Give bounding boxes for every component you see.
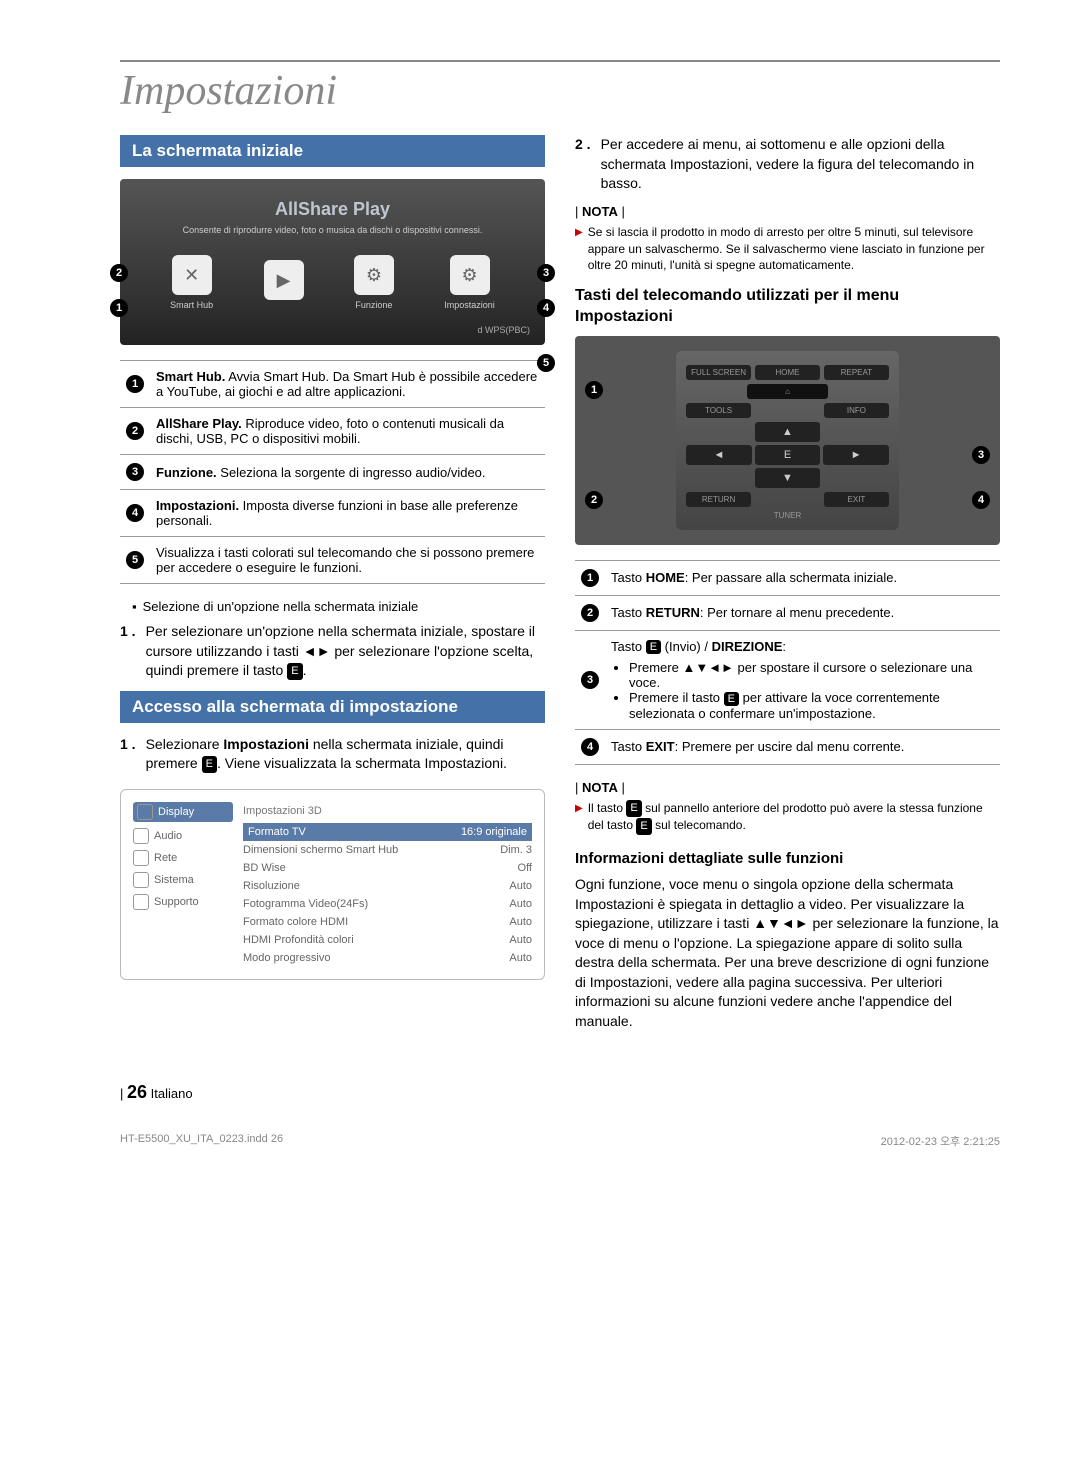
btn-home: HOME: [755, 365, 820, 380]
page-footer: | 26 Italiano: [120, 1082, 1000, 1103]
step-1-left: 1 . Per selezionare un'opzione nella sch…: [120, 622, 545, 681]
allshare-subtitle: Consente di riprodurre video, foto o mus…: [135, 225, 530, 235]
enter-icon-4: E: [724, 692, 739, 706]
nota-label-1: NOTA: [575, 204, 1000, 219]
left-column: La schermata iniziale AllShare Play Cons…: [120, 135, 545, 1032]
callout-4: 4: [537, 299, 555, 317]
row-badge-1: 1: [126, 375, 144, 393]
btn-fullscreen: FULL SCREEN: [686, 365, 751, 380]
row-text-2: AllShare Play. Riproduce video, foto o c…: [150, 408, 545, 455]
remote-table: 1 Tasto HOME: Per passare alla schermata…: [575, 560, 1000, 765]
btn-exit: EXIT: [824, 492, 889, 507]
row-text-1: Smart Hub. Avvia Smart Hub. Da Smart Hub…: [150, 361, 545, 408]
side-supporto: Supporto: [133, 894, 233, 910]
section-header-2: Accesso alla schermata di impostazione: [120, 691, 545, 723]
info-heading: Informazioni dettagliate sulle funzioni: [575, 850, 1000, 867]
step-2-right: 2 . Per accedere ai menu, ai sottomenu e…: [575, 135, 1000, 194]
dpad-right: ►: [823, 445, 889, 465]
wps-label: d WPS(PBC): [135, 325, 530, 335]
remote-callout-2: 2: [585, 491, 603, 509]
right-column: 2 . Per accedere ai menu, ai sottomenu e…: [575, 135, 1000, 1032]
enter-icon: E: [287, 663, 302, 680]
nota-2: Il tasto E sul pannello anteriore del pr…: [575, 800, 1000, 835]
rt-badge-1: 1: [581, 569, 599, 587]
allshare-preview: AllShare Play Consente di riprodurre vid…: [120, 179, 545, 345]
rt-text-2: Tasto RETURN: Per tornare al menu preced…: [605, 595, 1000, 630]
side-rete: Rete: [133, 850, 233, 866]
remote-callout-3: 3: [972, 446, 990, 464]
smart-hub-label: Smart Hub: [170, 300, 213, 310]
remote-callout-1: 1: [585, 381, 603, 399]
allshare-title: AllShare Play: [135, 199, 530, 220]
row-badge-5: 5: [126, 551, 144, 569]
btn-info: INFO: [824, 403, 889, 418]
enter-icon-5: E: [626, 800, 641, 817]
rt-text-1: Tasto HOME: Per passare alla schermata i…: [605, 560, 1000, 595]
rt-text-4: Tasto EXIT: Premere per uscire dal menu …: [605, 729, 1000, 764]
smart-hub-icon: ✕: [172, 255, 212, 295]
side-sistema: Sistema: [133, 872, 233, 888]
nota-label-2: NOTA: [575, 780, 1000, 795]
callout-3: 3: [537, 264, 555, 282]
play-icon: ▶: [264, 260, 304, 300]
row-text-3: Funzione. Seleziona la sorgente di ingre…: [150, 455, 545, 490]
callout-1: 1: [110, 299, 128, 317]
enter-icon-3: E: [646, 640, 661, 654]
row-text-5: Visualizza i tasti colorati sul telecoma…: [150, 537, 545, 584]
rt-badge-3: 3: [581, 671, 599, 689]
enter-icon-2: E: [202, 756, 217, 773]
side-display: Display: [133, 802, 233, 822]
remote-callout-4: 4: [972, 491, 990, 509]
side-audio: Audio: [133, 828, 233, 844]
settings-icon: ⚙: [450, 255, 490, 295]
dpad-enter: E: [755, 445, 821, 465]
dpad-left: ◄: [686, 445, 752, 465]
settings-main: Impostazioni 3D Formato TV16:9 originale…: [243, 802, 532, 967]
callout-5: 5: [537, 354, 555, 372]
print-meta: HT-E5500_XU_ITA_0223.indd 26 2012-02-23 …: [120, 1133, 1000, 1149]
remote-diagram: FULL SCREEN HOME REPEAT ⌂ TOOLS INFO ▲: [575, 336, 1000, 545]
btn-tools: TOOLS: [686, 403, 751, 418]
rt-badge-4: 4: [581, 738, 599, 756]
selection-bullet: Selezione di un'opzione nella schermata …: [120, 599, 545, 614]
dpad-up: ▲: [755, 422, 821, 442]
enter-icon-6: E: [636, 818, 651, 835]
row-badge-2: 2: [126, 422, 144, 440]
tuner-label: TUNER: [686, 511, 889, 520]
description-table: 1 Smart Hub. Avvia Smart Hub. Da Smart H…: [120, 360, 545, 584]
function-icon: ⚙: [354, 255, 394, 295]
info-paragraph: Ogni funzione, voce menu o singola opzio…: [575, 875, 1000, 1032]
page-title: Impostazioni: [120, 62, 1000, 120]
btn-repeat: REPEAT: [824, 365, 889, 380]
settings-sidebar: Display Audio Rete Sistema Supporto: [133, 802, 233, 967]
function-label: Funzione: [355, 300, 392, 310]
rt-badge-2: 2: [581, 604, 599, 622]
nota-1: Se si lascia il prodotto in modo di arre…: [575, 224, 1000, 274]
rt-text-3: Tasto E (Invio) / DIREZIONE: Premere ▲▼◄…: [605, 630, 1000, 729]
btn-home-icon: ⌂: [747, 384, 828, 399]
dpad-down: ▼: [755, 468, 821, 488]
section-header-1: La schermata iniziale: [120, 135, 545, 167]
step-1-access: 1 . Selezionare Impostazioni nella scher…: [120, 735, 545, 774]
settings-label: Impostazioni: [444, 300, 495, 310]
btn-return: RETURN: [686, 492, 751, 507]
row-badge-4: 4: [126, 504, 144, 522]
row-text-4: Impostazioni. Imposta diverse funzioni i…: [150, 490, 545, 537]
callout-2: 2: [110, 264, 128, 282]
remote-subheading: Tasti del telecomando utilizzati per il …: [575, 286, 1000, 328]
row-badge-3: 3: [126, 463, 144, 481]
settings-preview: Display Audio Rete Sistema Supporto Impo…: [120, 789, 545, 980]
